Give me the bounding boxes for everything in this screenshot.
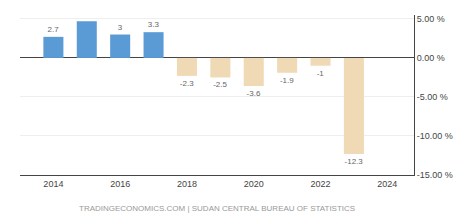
svg-text:-2.3: -2.3 (180, 79, 194, 88)
svg-text:2014: 2014 (43, 179, 63, 189)
svg-text:2024: 2024 (377, 179, 397, 189)
svg-text:-1: -1 (317, 69, 325, 78)
svg-text:TRADINGECONOMICS.COM | SUDAN C: TRADINGECONOMICS.COM | SUDAN CENTRAL BUR… (79, 204, 355, 213)
svg-text:-10.00 %: -10.00 % (417, 131, 453, 141)
svg-text:-1.9: -1.9 (280, 76, 294, 85)
svg-text:3.3: 3.3 (148, 20, 160, 29)
svg-text:2016: 2016 (110, 179, 130, 189)
svg-text:3: 3 (118, 23, 123, 32)
svg-text:-15.00 %: -15.00 % (417, 170, 453, 180)
svg-text:-12.3: -12.3 (345, 157, 364, 166)
svg-text:5.00 %: 5.00 % (417, 14, 445, 24)
svg-text:2018: 2018 (177, 179, 197, 189)
svg-text:0.00 %: 0.00 % (417, 53, 445, 63)
svg-text:2.7: 2.7 (48, 25, 60, 34)
svg-text:-3.6: -3.6 (247, 89, 261, 98)
svg-text:2022: 2022 (310, 179, 330, 189)
svg-text:-2.5: -2.5 (213, 80, 227, 89)
svg-text:2020: 2020 (244, 179, 264, 189)
svg-text:-5.00 %: -5.00 % (417, 92, 448, 102)
